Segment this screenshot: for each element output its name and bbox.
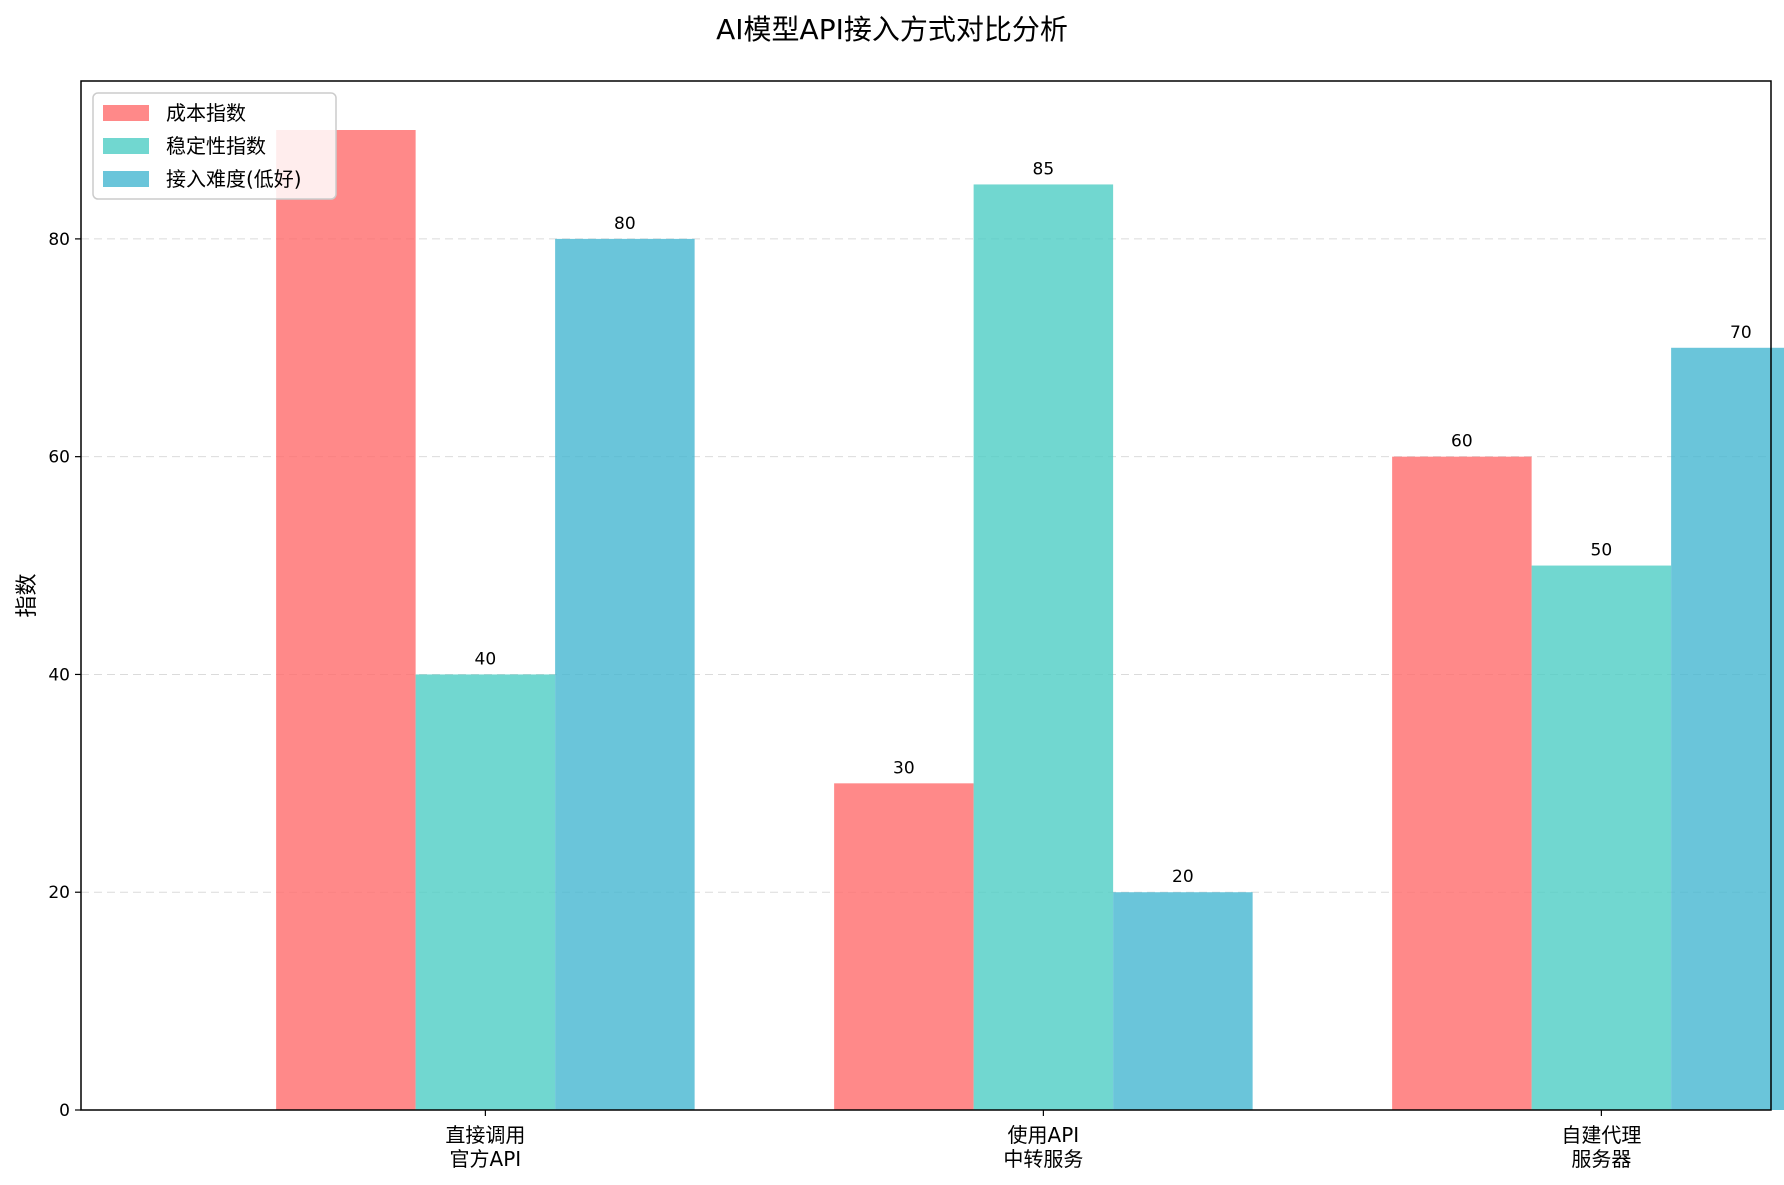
x-tick-label: 自建代理服务器 [1561, 1123, 1641, 1171]
bars [276, 130, 1784, 1111]
axes: 0 20 40 60 80 直接调用官方API 使用API 中转服务 自建代理服务器 指数 [15, 80, 1772, 1171]
data-label: 20 [1172, 867, 1194, 887]
bar [555, 238, 695, 1110]
data-label: 80 [614, 214, 636, 234]
x-tick-label-line: 使用API [1008, 1123, 1080, 1147]
y-tick-label: 80 [48, 230, 70, 250]
y-tick-label: 60 [48, 448, 70, 468]
legend-label: 成本指数 [166, 101, 246, 125]
legend-label: 稳定性指数 [166, 134, 266, 158]
legend-box [92, 92, 337, 200]
bar [1671, 347, 1784, 1110]
x-tick-label-line: 官方API [450, 1147, 522, 1171]
legend-swatch [103, 105, 149, 121]
y-tick-label: 20 [48, 883, 70, 903]
y-tick-label: 0 [59, 1101, 70, 1121]
bar [276, 130, 416, 1110]
bar [1113, 892, 1253, 1110]
legend-label: 接入难度(低好) [166, 167, 302, 191]
legend-swatch [103, 138, 149, 154]
legend-swatch [103, 171, 149, 187]
x-tick-label-line: 中转服务 [1003, 1147, 1083, 1171]
bar [973, 184, 1114, 1110]
y-axis-label: 指数 [15, 573, 40, 617]
x-tick-label-line: 直接调用 [445, 1123, 525, 1147]
plot-frame [80, 80, 1772, 1111]
data-label: 85 [1033, 159, 1055, 179]
chart-title: AI模型API接入方式对比分析 [716, 13, 1068, 46]
x-tick-label-line: 服务器 [1571, 1147, 1631, 1171]
data-label: 30 [893, 758, 915, 778]
bar [415, 674, 556, 1110]
bar [1531, 565, 1672, 1110]
data-label: 70 [1730, 323, 1752, 343]
bar [1392, 456, 1532, 1111]
x-tick-label: 使用API 中转服务 [1003, 1123, 1083, 1171]
x-tick-label: 直接调用官方API [445, 1123, 525, 1171]
data-label: 50 [1591, 541, 1613, 561]
y-tick-label: 40 [48, 665, 70, 685]
data-label: 40 [475, 649, 497, 669]
data-labels: 30 60 40 85 50 80 20 70 [475, 159, 1752, 887]
data-label: 60 [1451, 432, 1473, 452]
bar [834, 783, 974, 1110]
x-tick-label-line: 自建代理 [1561, 1123, 1641, 1147]
